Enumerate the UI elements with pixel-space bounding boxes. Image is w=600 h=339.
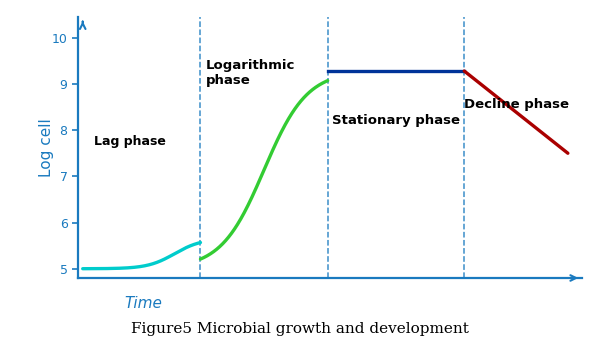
Text: Lag phase: Lag phase bbox=[94, 135, 166, 148]
Text: Figure5 Microbial growth and development: Figure5 Microbial growth and development bbox=[131, 322, 469, 336]
Text: Logarithmic
phase: Logarithmic phase bbox=[206, 59, 295, 86]
Y-axis label: Log cell: Log cell bbox=[38, 118, 53, 177]
Text: Decline phase: Decline phase bbox=[464, 98, 569, 111]
Text: Stationary phase: Stationary phase bbox=[332, 114, 460, 127]
Text: Time: Time bbox=[125, 296, 163, 311]
